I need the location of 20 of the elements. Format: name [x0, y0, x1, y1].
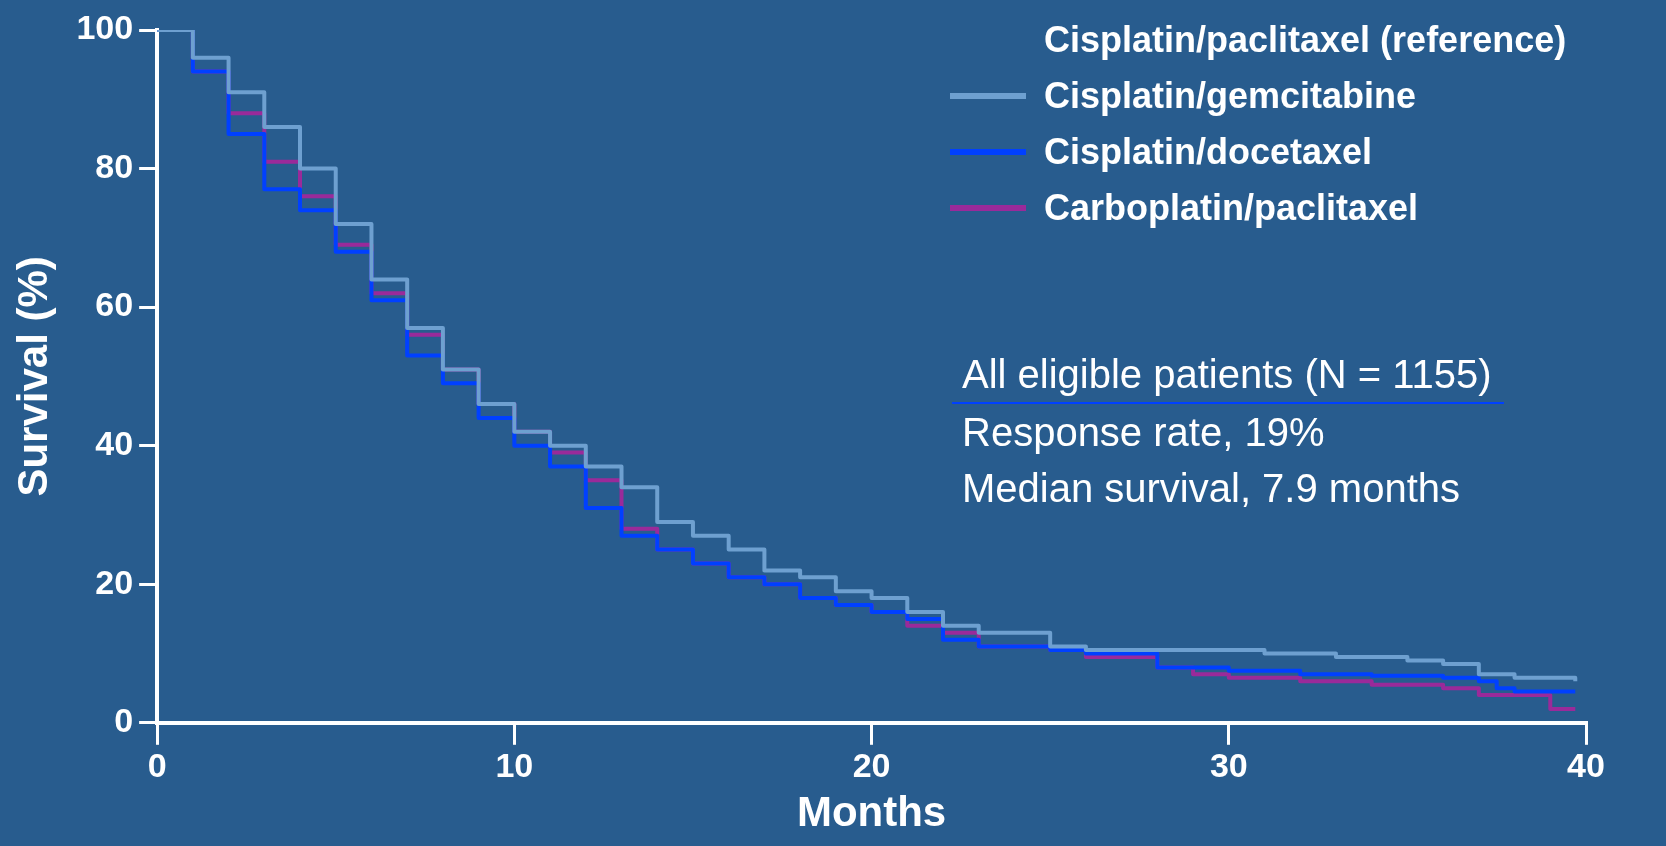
y-axis-title: Survival (%): [8, 256, 56, 497]
x-tick-label: 10: [495, 745, 534, 784]
x-tick-label: 30: [1209, 745, 1248, 784]
y-tick-label: 20: [95, 562, 134, 601]
y-tick-label: 60: [95, 285, 134, 324]
y-tick-label: 0: [114, 701, 134, 740]
legend-label: Carboplatin/paclitaxel: [1044, 186, 1419, 230]
x-tick-label: 20: [852, 745, 891, 784]
annotation: All eligible patients (N = 1155): [952, 346, 1504, 404]
x-tick-label: 0: [147, 745, 167, 784]
annotation: Median survival, 7.9 months: [962, 465, 1461, 512]
annotation: Response rate, 19%: [962, 409, 1326, 456]
legend-label: Cisplatin/gemcitabine: [1044, 74, 1417, 118]
x-axis-title: Months: [796, 788, 947, 836]
legend-title: Cisplatin/paclitaxel (reference): [1043, 18, 1567, 62]
x-tick-label: 40: [1567, 745, 1605, 784]
y-tick-label: 100: [76, 8, 134, 47]
y-tick-label: 80: [95, 146, 134, 185]
legend-label: Cisplatin/docetaxel: [1044, 130, 1373, 174]
y-tick-label: 40: [95, 424, 134, 463]
